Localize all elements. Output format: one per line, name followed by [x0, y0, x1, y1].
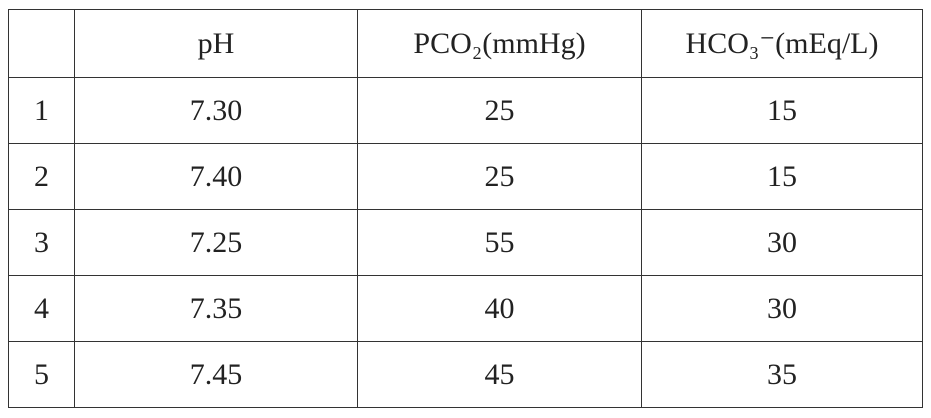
table-cell: 7.25 [74, 209, 358, 276]
table-cell: 7.40 [74, 143, 358, 210]
table-cell: 25 [357, 143, 642, 210]
table-cell: 15 [641, 143, 923, 210]
table-cell: 15 [641, 77, 923, 144]
table-cell: 40 [357, 275, 642, 342]
header-cell: HCO₃⁻(mEq/L) [641, 9, 923, 78]
row-index: 4 [8, 275, 75, 342]
table-cell: 25 [357, 77, 642, 144]
header-cell: pH [74, 9, 358, 78]
table-row: 1 7.30 25 15 [8, 77, 923, 144]
header-cell: PCO₂(mmHg) [357, 9, 642, 78]
row-index: 3 [8, 209, 75, 276]
table-row: 3 7.25 55 30 [8, 209, 923, 276]
table-row: 2 7.40 25 15 [8, 143, 923, 210]
table-cell: 7.35 [74, 275, 358, 342]
table-row: 4 7.35 40 30 [8, 275, 923, 342]
corner-cell [8, 9, 75, 78]
table-cell: 30 [641, 209, 923, 276]
header-row: pH PCO₂(mmHg) HCO₃⁻(mEq/L) [8, 9, 923, 78]
table-cell: 30 [641, 275, 923, 342]
table-row: 5 7.45 45 35 [8, 341, 923, 408]
table-cell: 55 [357, 209, 642, 276]
row-index: 2 [8, 143, 75, 210]
row-index: 5 [8, 341, 75, 408]
table-cell: 7.30 [74, 77, 358, 144]
row-index: 1 [8, 77, 75, 144]
table-cell: 45 [357, 341, 642, 408]
table-cell: 35 [641, 341, 923, 408]
table-cell: 7.45 [74, 341, 358, 408]
data-table: pH PCO₂(mmHg) HCO₃⁻(mEq/L) 1 7.30 25 15 2 7.40 25… [8, 9, 923, 408]
